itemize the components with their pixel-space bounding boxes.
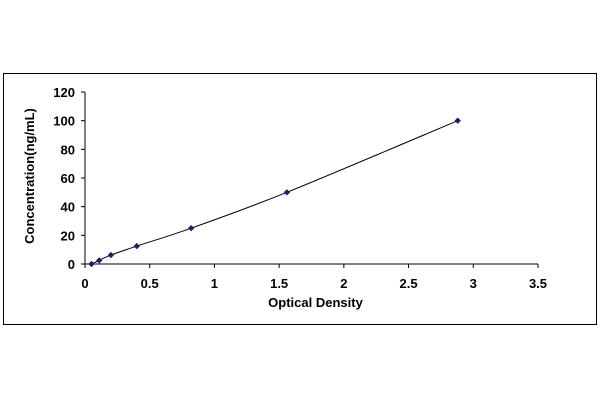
y-axis-ticks: 0 20 40 60 80 100 120 [53,85,85,272]
data-points [88,117,461,268]
y-tick-label: 100 [53,114,75,129]
y-tick-label: 0 [68,257,75,272]
y-tick-label: 120 [53,85,75,100]
data-point [107,251,115,259]
data-point [454,117,461,124]
y-tick-label: 60 [61,171,75,186]
x-axis-ticks: 0 0.5 1 1.5 2 2.5 3 3.5 [81,264,547,291]
x-tick-label: 2.5 [400,276,418,291]
chart-frame [3,73,597,325]
x-tick-label: 0 [81,276,88,291]
data-point [187,224,195,232]
x-axis-title: Optical Density [268,295,363,310]
x-tick-label: 1 [211,276,218,291]
y-axis-title: Concentration(ng/mL) [22,108,37,244]
x-tick-label: 0.5 [141,276,159,291]
trend-line [91,120,458,265]
data-point [283,189,291,196]
data-point [96,257,103,264]
data-point [88,260,95,268]
y-tick-label: 40 [61,200,75,215]
data-point [133,242,140,250]
x-tick-label: 1.5 [270,276,288,291]
x-tick-label: 3.5 [529,276,547,291]
y-tick-label: 80 [61,142,75,157]
x-tick-label: 3 [470,276,477,291]
y-tick-label: 20 [61,228,75,243]
x-tick-label: 2 [340,276,347,291]
